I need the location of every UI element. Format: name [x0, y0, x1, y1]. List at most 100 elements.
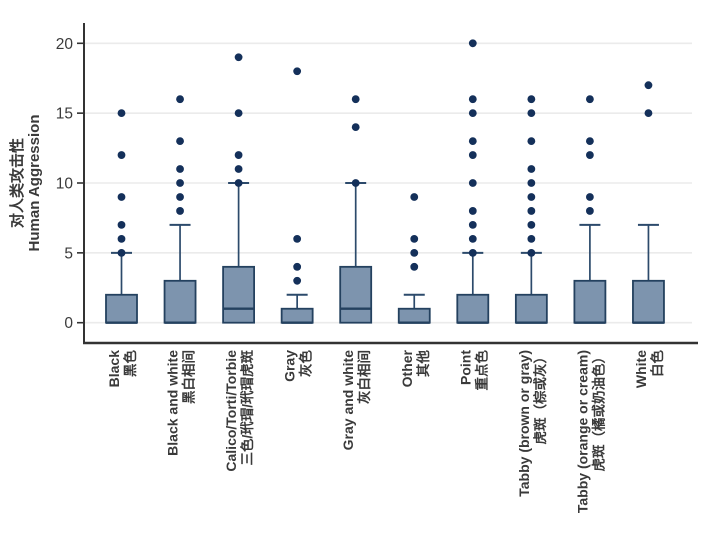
- boxplot-point: [456, 39, 490, 324]
- x-label-gray: Gray 灰色: [282, 350, 314, 382]
- outlier-point: [234, 53, 243, 62]
- outlier-point: [527, 234, 536, 243]
- outlier-point: [234, 165, 243, 173]
- outlier-point: [644, 81, 653, 90]
- box: [163, 279, 197, 324]
- x-label-other: Other 其他: [399, 349, 431, 387]
- outlier-point: [351, 123, 360, 132]
- box: [632, 279, 665, 324]
- boxplot-black-and-white: [163, 95, 197, 324]
- x-label-zh: 虎斑（橘或奶油色）: [590, 350, 606, 472]
- outlier-point: [117, 151, 126, 159]
- x-label-en: Other: [399, 349, 415, 387]
- box: [222, 265, 256, 324]
- box: [105, 293, 138, 324]
- box: [456, 293, 490, 324]
- outlier-point: [117, 234, 126, 243]
- outlier-point: [586, 193, 594, 201]
- x-label-white: White 白色: [633, 350, 665, 389]
- outlier-point: [586, 207, 594, 215]
- x-label-calico-torti-torbie: Calico/Torti/Torbie 三色/玳瑁/玳瑁虎斑: [223, 350, 255, 472]
- outlier-point: [117, 109, 126, 118]
- x-label-zh: 黑色: [122, 350, 138, 377]
- y-tick-label: 0: [64, 315, 73, 332]
- box: [280, 307, 314, 324]
- outlier-point: [410, 248, 419, 257]
- x-label-en: Black and white: [165, 350, 181, 456]
- outlier-point: [410, 193, 419, 201]
- outlier-point: [586, 151, 594, 159]
- outlier-point: [468, 95, 477, 104]
- outlier-point: [527, 137, 536, 145]
- x-label-en: Black: [106, 350, 122, 388]
- outlier-point: [468, 151, 477, 159]
- x-label-en: Calico/Torti/Torbie: [223, 350, 239, 472]
- outlier-point: [527, 95, 536, 104]
- outlier-point: [293, 262, 302, 271]
- outlier-point: [468, 221, 477, 229]
- y-tick-label: 5: [64, 245, 73, 262]
- x-label-zh: 白色: [649, 350, 665, 377]
- outlier-point: [586, 137, 594, 145]
- outlier-point: [468, 39, 477, 48]
- outlier-point: [527, 165, 536, 173]
- x-label-zh: 三色/玳瑁/玳瑁虎斑: [239, 350, 255, 466]
- outlier-point: [234, 179, 243, 187]
- outlier-point: [468, 137, 477, 145]
- outlier-point: [234, 109, 243, 118]
- outlier-point: [527, 179, 536, 187]
- x-label-black-and-white: Black and white 黑白相间: [165, 350, 197, 456]
- outlier-point: [468, 248, 477, 257]
- outlier-point: [176, 179, 184, 187]
- outlier-point: [527, 109, 536, 118]
- x-label-zh: 虎斑（棕或灰）: [532, 350, 548, 445]
- x-label-zh: 其他: [415, 350, 431, 377]
- x-label-gray-and-white: Gray and white 灰白相间: [340, 350, 372, 451]
- x-label-en: Tabby (orange or cream): [574, 350, 590, 513]
- outlier-point: [468, 234, 477, 243]
- outlier-point: [351, 95, 360, 104]
- outlier-point: [468, 109, 477, 118]
- outlier-point: [176, 193, 184, 201]
- outlier-point: [176, 137, 184, 145]
- y-axis-title: 对人类攻击性 Human Aggression: [8, 115, 43, 252]
- y-tick-label: 15: [56, 106, 73, 123]
- x-label-en: Tabby (brown or gray): [516, 350, 532, 497]
- x-label-tabby-orange-or-cream: Tabby (orange or cream) 虎斑（橘或奶油色）: [574, 350, 606, 513]
- outlier-point: [468, 179, 477, 187]
- outlier-point: [293, 234, 302, 243]
- x-label-zh: 黑白相间: [181, 350, 197, 404]
- outlier-point: [176, 165, 184, 173]
- x-label-zh: 重点色: [473, 350, 489, 391]
- boxplot-white: [632, 81, 665, 324]
- y-tick-label: 10: [56, 176, 74, 193]
- outlier-point: [644, 109, 653, 118]
- x-label-en: Gray and white: [340, 350, 356, 451]
- outlier-point: [410, 262, 419, 271]
- y-axis-title-zh: 对人类攻击性: [8, 138, 26, 228]
- outlier-point: [117, 221, 126, 229]
- boxplot-tabby-brown-or-gray: [514, 95, 548, 324]
- outlier-point: [527, 193, 536, 201]
- outlier-point: [293, 276, 302, 285]
- x-label-zh: 灰白相间: [356, 350, 372, 404]
- outlier-point: [468, 207, 477, 215]
- x-label-en: Point: [457, 350, 473, 385]
- x-label-point: Point 重点色: [457, 350, 489, 391]
- x-label-zh: 灰色: [298, 350, 314, 377]
- box: [397, 307, 431, 324]
- box: [573, 279, 607, 324]
- x-label-tabby-brown-or-gray: Tabby (brown or gray) 虎斑（棕或灰）: [516, 350, 548, 497]
- boxplot-calico-torti-torbie: [222, 53, 256, 324]
- boxplot-gray-and-white: [339, 95, 373, 324]
- y-axis-title-en: Human Aggression: [26, 115, 43, 252]
- outlier-point: [527, 221, 536, 229]
- boxplot-tabby-orange-or-cream: [573, 95, 607, 324]
- outlier-point: [234, 151, 243, 159]
- outlier-point: [527, 207, 536, 215]
- x-label-black: Black 黑色: [106, 350, 138, 388]
- outlier-point: [351, 179, 360, 187]
- boxplot-other: [397, 193, 431, 324]
